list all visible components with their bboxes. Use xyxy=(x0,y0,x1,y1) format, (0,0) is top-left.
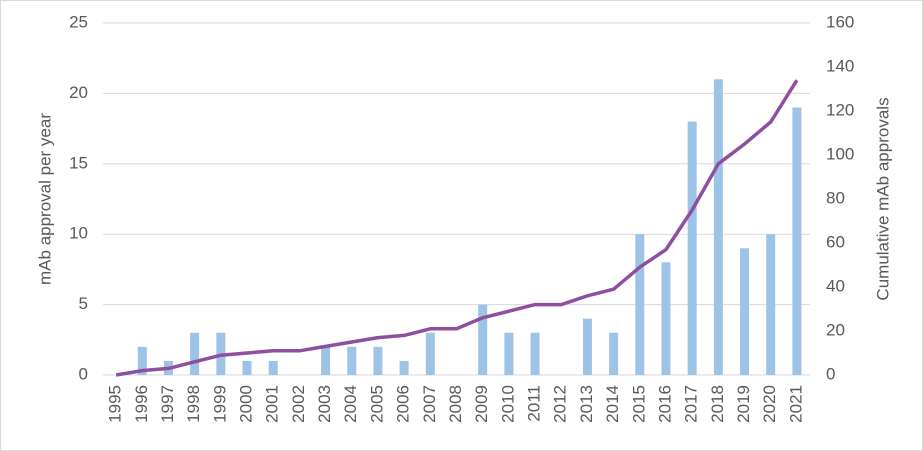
x-tick-label: 2008 xyxy=(446,385,465,423)
x-tick-label: 2007 xyxy=(420,385,439,423)
bar xyxy=(242,360,252,375)
bar xyxy=(425,332,435,375)
y-tick-label: 5 xyxy=(79,294,88,313)
bar xyxy=(504,332,514,375)
x-tick-label: 2013 xyxy=(577,385,596,423)
x-tick-label: 1997 xyxy=(158,385,177,423)
x-tick-label: 2018 xyxy=(708,385,727,423)
x-tick-label: 2011 xyxy=(525,385,544,422)
y2-tick-label: 60 xyxy=(826,232,845,251)
x-tick-label: 2012 xyxy=(551,385,570,423)
bar xyxy=(661,262,671,375)
bar xyxy=(137,346,147,375)
y2-axis-title: Cumulative mAb approvals xyxy=(873,97,892,300)
y2-tick-label: 160 xyxy=(826,12,854,31)
y2-tick-label: 20 xyxy=(826,320,845,339)
bar xyxy=(582,318,592,375)
x-tick-label: 2003 xyxy=(315,385,334,423)
bar xyxy=(373,346,383,375)
bar xyxy=(766,234,776,375)
bar xyxy=(687,121,697,375)
x-tick-label: 2005 xyxy=(367,385,386,423)
x-tick-label: 2021 xyxy=(786,385,805,423)
bar xyxy=(399,360,409,375)
bar xyxy=(792,107,802,375)
bar xyxy=(321,346,331,375)
x-tick-label: 2002 xyxy=(289,385,308,423)
y2-tick-label: 80 xyxy=(826,188,845,207)
bar xyxy=(530,332,540,375)
x-tick-label: 2015 xyxy=(629,385,648,423)
y-tick-label: 10 xyxy=(69,224,88,243)
y-tick-label: 25 xyxy=(69,12,88,31)
x-tick-label: 2017 xyxy=(682,385,701,423)
x-tick-label: 2019 xyxy=(734,385,753,423)
y2-tick-label: 40 xyxy=(826,276,845,295)
y-tick-label: 15 xyxy=(69,153,88,172)
y-tick-label: 20 xyxy=(69,83,88,102)
bar xyxy=(347,346,357,375)
bar xyxy=(635,234,645,375)
x-tick-label: 2000 xyxy=(237,385,256,423)
x-tick-label: 1996 xyxy=(132,385,151,423)
bar xyxy=(478,304,488,375)
x-tick-label: 2014 xyxy=(603,385,622,423)
y2-tick-label: 140 xyxy=(826,56,854,75)
y2-tick-label: 100 xyxy=(826,144,854,163)
x-tick-label: 1998 xyxy=(184,385,203,423)
x-tick-label: 2004 xyxy=(341,385,360,423)
bar xyxy=(740,248,750,375)
x-tick-label: 2016 xyxy=(655,385,674,423)
x-tick-label: 2009 xyxy=(472,385,491,423)
bar xyxy=(609,332,619,375)
x-tick-label: 2010 xyxy=(498,385,517,423)
bar xyxy=(190,332,200,375)
y2-tick-label: 0 xyxy=(826,364,835,383)
x-tick-label: 2020 xyxy=(760,385,779,423)
x-tick-label: 2006 xyxy=(394,385,413,423)
bar xyxy=(268,360,278,375)
y-axis-title: mAb approval per year xyxy=(35,113,54,285)
y-tick-label: 0 xyxy=(79,364,88,383)
x-tick-label: 1999 xyxy=(210,385,229,423)
line xyxy=(115,79,799,377)
x-tick-label: 1995 xyxy=(106,385,125,423)
bar xyxy=(713,79,723,375)
y2-tick-label: 120 xyxy=(826,100,854,119)
x-tick-label: 2001 xyxy=(263,385,282,423)
